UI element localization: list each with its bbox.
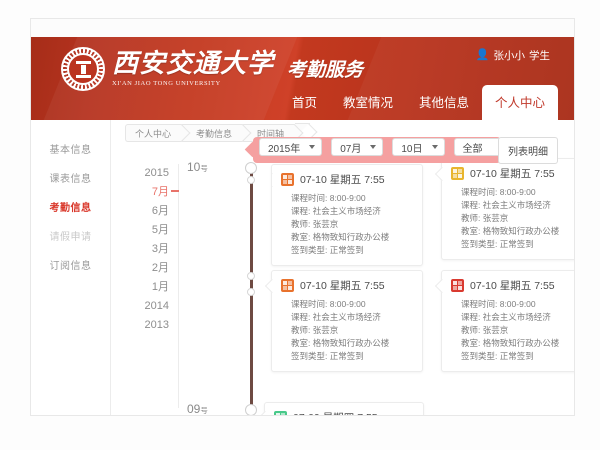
attendance-card[interactable]: 07-09 星期四 7:55 xyxy=(264,402,424,415)
card-line-teacher: 教师: 张芸京 xyxy=(291,219,339,229)
timeline-marker-label-10: 10号 xyxy=(187,160,208,174)
card-header: 07-10 星期五 7:55 xyxy=(281,278,413,293)
year-row-june[interactable]: 6月 xyxy=(151,205,169,217)
card-line-classroom: 教室: 格物致知行政办公楼 xyxy=(291,232,390,242)
timeline-marker-label-09: 09号 xyxy=(187,402,208,416)
list-detail-button[interactable]: 列表明细 xyxy=(498,137,558,164)
card-line-signin-type: 签到类型: 正常签到 xyxy=(461,239,534,249)
logo-english-name: XI'AN JIAO TONG UNIVERSITY xyxy=(112,80,221,87)
nav-item-home[interactable]: 首页 xyxy=(291,96,317,110)
year-row-july[interactable]: 7月 xyxy=(111,183,179,202)
timeline-dot-5[interactable] xyxy=(245,404,257,415)
attendance-card[interactable]: 07-10 星期五 7:55 课程时间: 8:00-9:00 课程: 社会主义市… xyxy=(441,158,574,260)
year-select[interactable]: 2015年 xyxy=(259,138,323,156)
card-line-classroom: 教室: 格物致知行政办公楼 xyxy=(461,226,560,236)
user-icon: 👤 xyxy=(475,49,490,61)
nav-item-classroom[interactable]: 教室情况 xyxy=(342,96,393,110)
card-line-course: 课程: 社会主义市场经济 xyxy=(461,312,551,322)
attendance-status-icon xyxy=(281,173,294,186)
logo-chinese-name: 西安交通大学 xyxy=(112,49,275,78)
card-line-classroom: 教室: 格物致知行政办公楼 xyxy=(461,338,560,348)
attendance-status-icon xyxy=(451,167,464,180)
month-select-value: 07月 xyxy=(340,143,362,155)
page-frame: 西安交通大学 XI'AN JIAO TONG UNIVERSITY 考勤服务 👤… xyxy=(30,18,575,416)
sidebar: 基本信息 课表信息 考勤信息 请假申请 订阅信息 xyxy=(31,120,111,415)
logo-subtitle: 考勤服务 xyxy=(287,59,364,81)
year-row-january[interactable]: 1月 xyxy=(151,281,169,293)
card-line-teacher: 教师: 张芸京 xyxy=(461,213,509,223)
year-row-may[interactable]: 5月 xyxy=(151,224,169,236)
card-line-course-time: 课程时间: 8:00-9:00 xyxy=(461,187,536,197)
filter-bar: 2015年 07月 10日 全部 xyxy=(259,138,523,156)
timeline-dot-1[interactable] xyxy=(245,162,257,174)
main-clip: 个人中心 考勤信息 时间轴 2015 7月 6月 5月 3月 2月 1月 xyxy=(111,120,574,416)
timeline-dot-2[interactable] xyxy=(247,176,255,184)
sidebar-item-schedule-info[interactable]: 课表信息 xyxy=(49,174,92,185)
card-line-course-time: 课程时间: 8:00-9:00 xyxy=(291,299,366,309)
chevron-down-icon xyxy=(309,145,316,149)
year-row-march[interactable]: 3月 xyxy=(151,243,169,255)
card-line-signin-type: 签到类型: 正常签到 xyxy=(461,351,534,361)
card-line-course: 课程: 社会主义市场经济 xyxy=(291,312,381,322)
sidebar-item-attendance-info[interactable]: 考勤信息 xyxy=(49,203,92,214)
year-row-2014[interactable]: 2014 xyxy=(144,300,169,312)
card-title: 07-10 星期五 7:55 xyxy=(470,168,555,180)
nav-item-personal-center[interactable]: 个人中心 xyxy=(481,85,558,120)
nav-item-other-info[interactable]: 其他信息 xyxy=(418,96,469,110)
year-row-2013[interactable]: 2013 xyxy=(144,319,169,331)
card-line-course: 课程: 社会主义市场经济 xyxy=(291,206,381,216)
card-title: 07-10 星期五 7:55 xyxy=(300,280,385,292)
sidebar-item-leave-request[interactable]: 请假申请 xyxy=(49,232,92,243)
attendance-card[interactable]: 07-10 星期五 7:55 课程时间: 8:00-9:00 课程: 社会主义市… xyxy=(441,270,574,372)
attendance-status-icon xyxy=(274,411,287,415)
browser-chrome-strip xyxy=(31,19,574,38)
card-title: 07-10 星期五 7:55 xyxy=(300,174,385,186)
user-info[interactable]: 👤 张小小 学生 xyxy=(476,48,550,63)
card-line-classroom: 教室: 格物致知行政办公楼 xyxy=(291,338,390,348)
card-line-course: 课程: 社会主义市场经济 xyxy=(461,200,551,210)
attendance-card[interactable]: 07-10 星期五 7:55 课程时间: 8:00-9:00 课程: 社会主义市… xyxy=(271,270,423,372)
card-line-signin-type: 签到类型: 正常签到 xyxy=(291,351,364,361)
card-line-teacher: 教师: 张芸京 xyxy=(291,325,339,335)
university-seal-icon xyxy=(61,47,105,91)
timeline-dot-4[interactable] xyxy=(247,288,255,296)
main-content: 个人中心 考勤信息 时间轴 2015 7月 6月 5月 3月 2月 1月 xyxy=(111,120,574,416)
breadcrumb-item-attendance-info[interactable]: 考勤信息 xyxy=(182,124,244,142)
year-select-value: 2015年 xyxy=(268,143,301,155)
year-row-2015[interactable]: 2015 xyxy=(144,167,169,179)
card-header: 07-10 星期五 7:55 xyxy=(451,166,574,181)
user-name: 张小小 xyxy=(493,50,526,62)
month-select[interactable]: 07月 xyxy=(331,138,384,156)
main-nav: 首页 教室情况 其他信息 个人中心 xyxy=(279,85,558,120)
breadcrumb-item-personal-center[interactable]: 个人中心 xyxy=(125,124,183,142)
card-header: 07-10 星期五 7:55 xyxy=(281,172,413,187)
attendance-status-icon xyxy=(281,279,294,292)
chevron-down-icon xyxy=(431,145,438,149)
site-logo[interactable]: 西安交通大学 XI'AN JIAO TONG UNIVERSITY 考勤服务 xyxy=(61,47,363,91)
type-select-value: 全部 xyxy=(462,143,483,155)
day-select-value: 10日 xyxy=(401,143,423,155)
attendance-card[interactable]: 07-10 星期五 7:55 课程时间: 8:00-9:00 课程: 社会主义市… xyxy=(271,164,423,266)
card-header: 07-10 星期五 7:55 xyxy=(451,278,574,293)
card-line-teacher: 教师: 张芸京 xyxy=(461,325,509,335)
card-title: 07-10 星期五 7:55 xyxy=(470,280,555,292)
card-title: 07-09 星期四 7:55 xyxy=(293,410,378,415)
card-header: 07-09 星期四 7:55 xyxy=(274,410,414,415)
year-month-rail: 2015 7月 6月 5月 3月 2月 1月 2014 2013 xyxy=(111,164,179,408)
timeline-dot-3[interactable] xyxy=(247,272,255,280)
card-line-course-time: 课程时间: 8:00-9:00 xyxy=(461,299,536,309)
card-line-signin-type: 签到类型: 正常签到 xyxy=(291,245,364,255)
site-header: 西安交通大学 XI'AN JIAO TONG UNIVERSITY 考勤服务 👤… xyxy=(31,37,574,120)
card-line-course-time: 课程时间: 8:00-9:00 xyxy=(291,193,366,203)
year-row-february[interactable]: 2月 xyxy=(151,262,169,274)
page-body: 基本信息 课表信息 考勤信息 请假申请 订阅信息 个人中心 考勤信息 时间轴 xyxy=(31,120,574,416)
sidebar-item-basic-info[interactable]: 基本信息 xyxy=(49,145,92,156)
attendance-status-icon xyxy=(451,279,464,292)
day-select[interactable]: 10日 xyxy=(392,138,445,156)
sidebar-item-subscription-info[interactable]: 订阅信息 xyxy=(49,261,92,272)
user-role: 学生 xyxy=(529,50,550,62)
chevron-down-icon xyxy=(370,145,377,149)
